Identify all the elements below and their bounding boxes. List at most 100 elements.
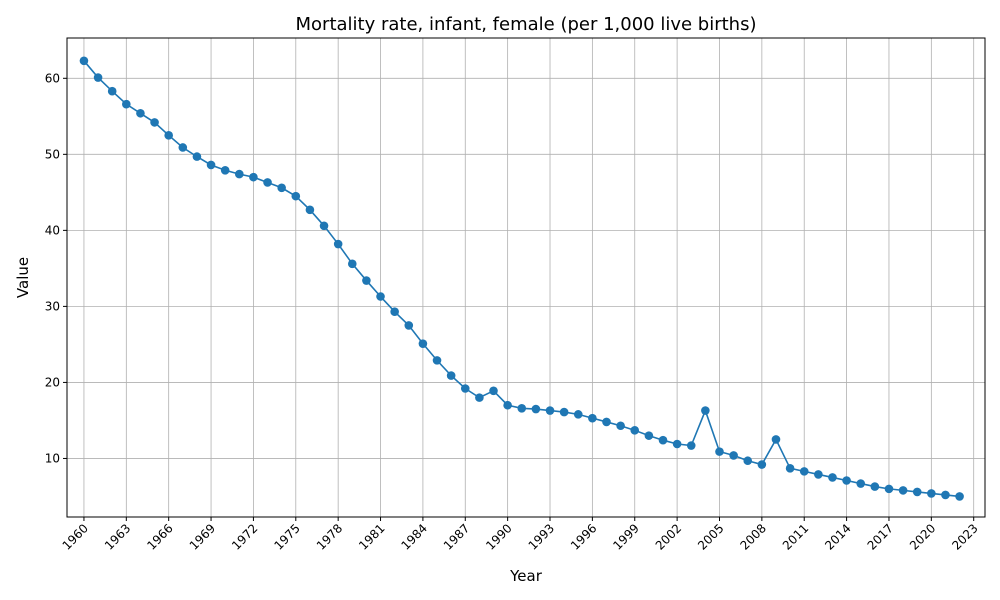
data-point [799,467,809,476]
x-tick-label: 1984 [399,521,430,552]
data-point [828,473,837,482]
y-axis-label: Value [14,257,32,298]
data-point [531,404,541,414]
data-point [814,470,823,479]
grid-lines [67,38,985,517]
x-tick-label: 1993 [526,521,557,552]
data-point [319,221,329,231]
data-point [192,152,202,161]
data-point [559,407,569,417]
data-point [771,435,781,444]
data-point [785,464,795,473]
data-point [573,410,583,419]
data-point [630,426,640,435]
x-tick-label: 1978 [314,521,345,552]
data-point [206,160,216,170]
x-tick-label: 1963 [102,521,133,552]
data-point [475,393,484,402]
data-point [164,131,173,140]
x-axis-label: Year [509,567,543,585]
x-tick-label: 1975 [271,521,302,552]
data-point [503,400,512,410]
x-tick-label: 1987 [441,521,472,552]
x-tick-label: 1972 [229,521,260,552]
data-point [644,431,654,440]
x-tick-label: 2023 [949,521,980,552]
x-tick-label: 2002 [653,521,684,552]
x-tick-label: 2005 [695,521,726,552]
data-point [884,484,894,494]
data-point [729,451,738,460]
series [79,56,964,501]
data-point [460,384,470,393]
data-point [701,406,710,415]
data-point [658,435,668,445]
y-tick-label: 10 [45,451,60,465]
data-point [856,479,866,488]
data-point [912,487,922,497]
data-point [305,205,315,215]
data-point [333,239,343,249]
plot-area [66,37,986,518]
data-point [672,439,682,449]
y-tick-label: 50 [45,147,60,161]
chart-title: Mortality rate, infant, female (per 1,00… [296,14,757,35]
axes: 1960 1963 1966 1969 1972 1975 1978 1981 1984 1987… [45,71,981,552]
x-tick-label: 2011 [780,521,811,552]
data-point [347,259,357,269]
data-point [870,482,880,491]
data-point [686,441,696,450]
data-point [418,339,428,348]
x-tick-label: 1969 [187,521,218,552]
data-point [404,321,414,330]
series-line [83,60,960,498]
data-point [107,86,117,96]
y-tick-label: 40 [45,223,60,237]
data-point [178,143,188,152]
data-point [432,356,442,365]
data-point [743,456,753,466]
data-point [715,447,724,456]
data-point [263,178,272,187]
data-point [898,486,908,495]
data-point [93,73,103,82]
x-tick-label: 1981 [356,521,387,552]
y-tick-label: 30 [45,299,60,313]
data-point [235,169,244,179]
data-point [446,371,456,380]
data-point [220,165,230,175]
x-tick-label: 1999 [610,521,641,552]
y-tick-label: 60 [45,71,60,85]
x-tick-label: 1966 [144,521,175,552]
data-point [122,99,131,109]
data-point [489,386,498,396]
data-point [941,490,950,500]
data-point [927,489,936,498]
data-point [150,118,159,127]
data-point [362,276,371,285]
data-point [79,56,89,66]
data-point [545,406,555,415]
data-point [955,492,964,501]
data-point [277,183,286,193]
data-point [602,417,611,427]
data-point [136,108,145,118]
x-tick-label: 1996 [568,521,599,552]
x-tick-label: 2020 [907,521,938,552]
data-point [588,413,597,423]
data-point [249,172,258,182]
data-point [517,403,527,413]
data-point [376,292,385,301]
data-point [757,460,767,469]
data-point [842,476,851,485]
x-tick-label: 1960 [60,521,91,552]
x-tick-label: 2008 [737,521,768,552]
data-point [616,421,625,431]
y-tick-label: 20 [45,375,60,389]
x-tick-label: 2017 [865,521,896,552]
data-point [390,307,399,317]
data-point [291,191,301,201]
x-tick-label: 2014 [822,521,853,552]
x-tick-label: 1990 [483,521,514,552]
